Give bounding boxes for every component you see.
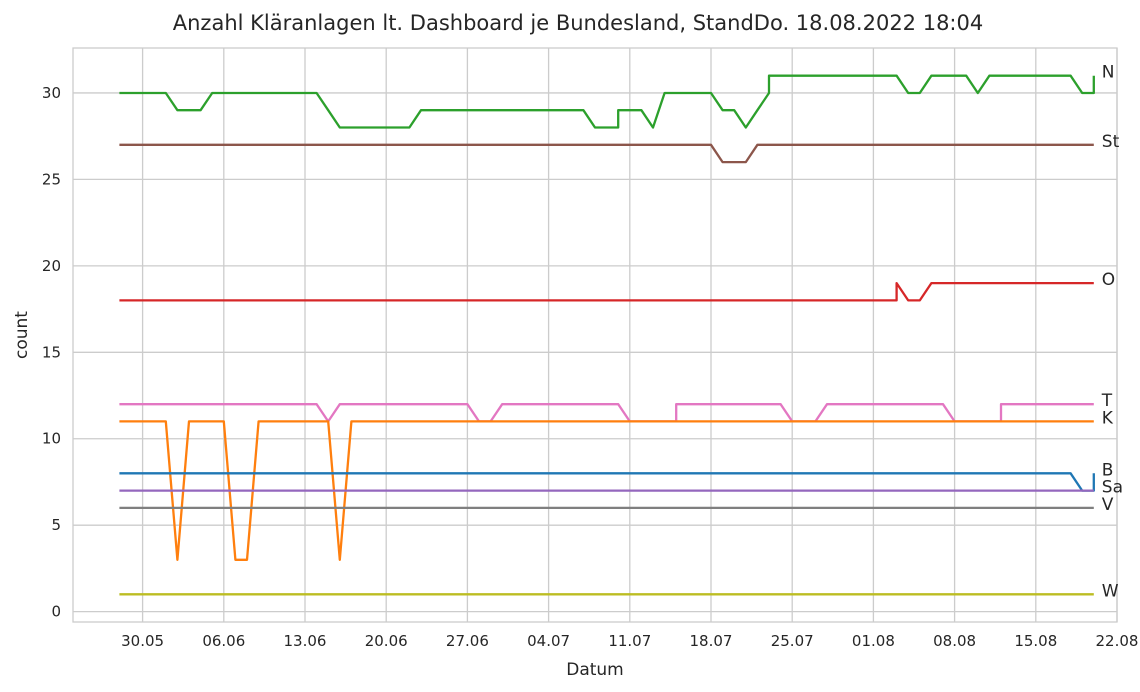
x-tick-label: 13.06 bbox=[284, 632, 327, 650]
series-end-label: St bbox=[1102, 132, 1120, 152]
series-end-label: V bbox=[1102, 495, 1114, 515]
x-tick-label: 06.06 bbox=[202, 632, 245, 650]
x-tick-label: 22.08 bbox=[1096, 632, 1139, 650]
x-tick-label: 08.08 bbox=[933, 632, 976, 650]
series-layer bbox=[119, 74, 1095, 596]
x-tick-label: 01.08 bbox=[852, 632, 895, 650]
series-line-n bbox=[119, 74, 1095, 129]
series-line-st bbox=[119, 143, 1094, 164]
x-tick-label: 15.08 bbox=[1014, 632, 1057, 650]
series-end-label: O bbox=[1102, 270, 1115, 290]
x-tick-label: 25.07 bbox=[771, 632, 814, 650]
label-layer: 30.05 06.06 13.06 20.06 27.06 04.07 11.07 18.07… bbox=[42, 63, 1139, 650]
y-tick-label: 0 bbox=[51, 603, 61, 621]
series-line-o bbox=[119, 281, 1094, 302]
series-end-label: N bbox=[1102, 63, 1115, 83]
y-tick-label: 15 bbox=[42, 343, 61, 361]
x-tick-label: 30.05 bbox=[121, 632, 164, 650]
grid-layer bbox=[73, 48, 1118, 622]
series-end-label: W bbox=[1102, 581, 1119, 601]
x-tick-label: 27.06 bbox=[446, 632, 489, 650]
y-tick-label: 20 bbox=[42, 257, 61, 275]
y-tick-label: 30 bbox=[42, 84, 61, 102]
chart-title: Anzahl Kläranlagen lt. Dashboard je Bund… bbox=[173, 11, 983, 35]
x-tick-label: 11.07 bbox=[608, 632, 651, 650]
x-tick-label: 18.07 bbox=[690, 632, 733, 650]
series-end-label: K bbox=[1102, 408, 1114, 428]
y-axis-label: count bbox=[12, 311, 32, 359]
x-tick-label: 20.06 bbox=[365, 632, 408, 650]
series-end-label: B bbox=[1102, 460, 1114, 480]
y-tick-label: 10 bbox=[42, 430, 61, 448]
y-tick-label: 25 bbox=[42, 170, 61, 188]
series-end-label: T bbox=[1101, 391, 1113, 411]
x-axis-label: Datum bbox=[566, 660, 624, 680]
series-end-label: Sa bbox=[1102, 478, 1123, 498]
x-tick-label: 04.07 bbox=[527, 632, 570, 650]
series-line-t bbox=[119, 403, 1094, 423]
series-line-k bbox=[119, 420, 1094, 561]
plot-frame bbox=[72, 47, 1118, 623]
series-line-b bbox=[119, 472, 1095, 492]
y-tick-label: 5 bbox=[51, 516, 61, 534]
